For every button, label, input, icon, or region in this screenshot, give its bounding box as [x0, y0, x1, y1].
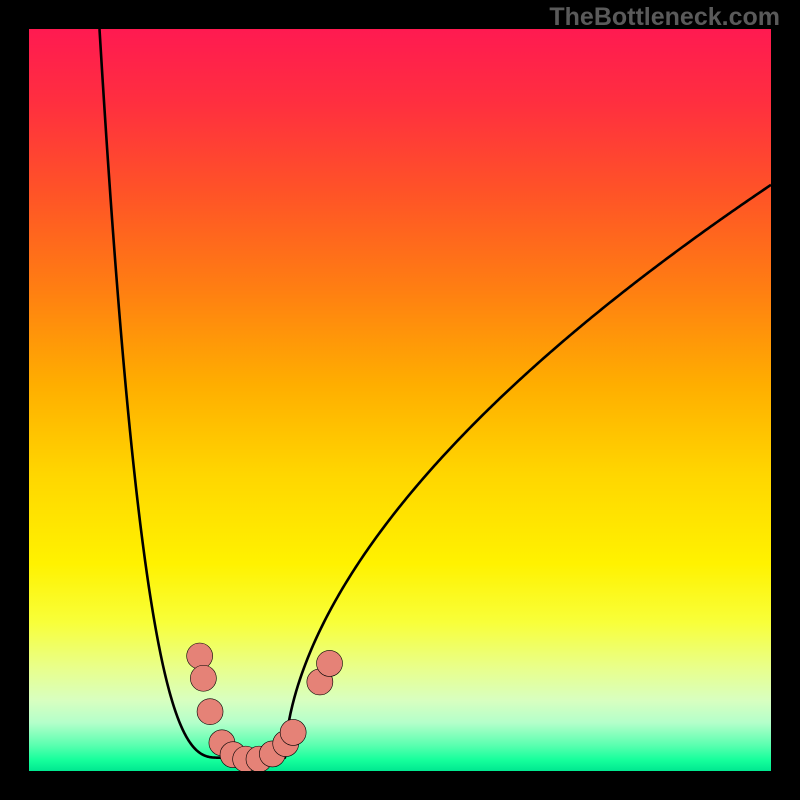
data-marker — [190, 665, 216, 691]
chart-stage: TheBottleneck.com — [0, 0, 800, 800]
plot-area — [29, 29, 771, 771]
watermark-text: TheBottleneck.com — [549, 3, 780, 32]
data-marker — [197, 699, 223, 725]
gradient-background — [29, 29, 771, 771]
data-marker — [280, 719, 306, 745]
bottleneck-curve-chart — [29, 29, 771, 771]
data-marker — [317, 650, 343, 676]
data-marker — [187, 643, 213, 669]
